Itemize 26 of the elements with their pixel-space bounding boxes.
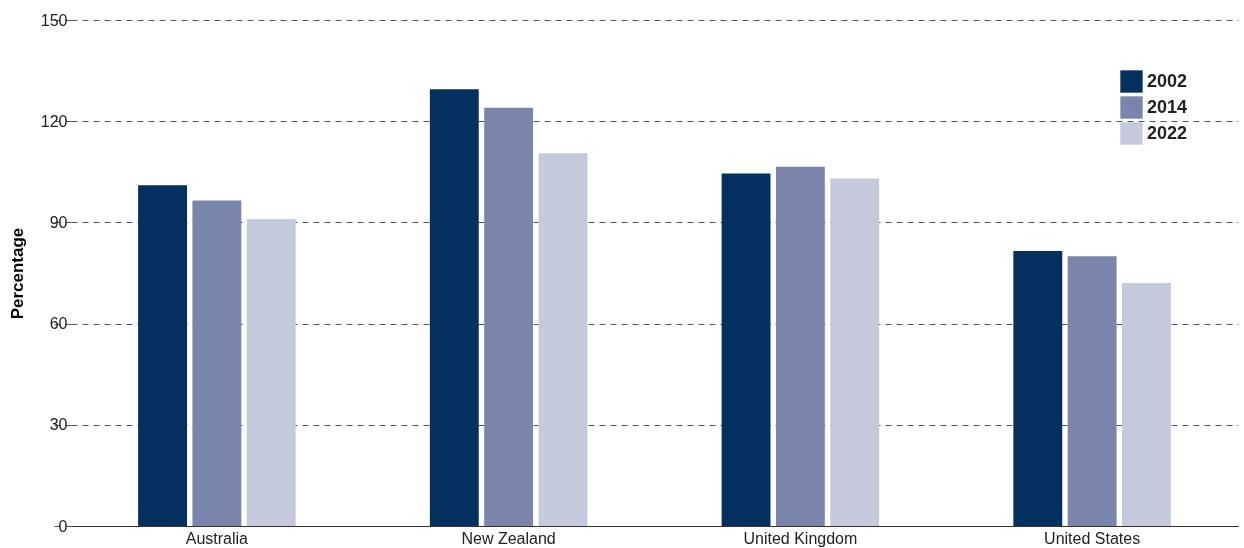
y-tick-label: 30 bbox=[49, 416, 68, 434]
bar bbox=[1122, 283, 1171, 526]
x-tick-label: United Kingdom bbox=[743, 529, 858, 547]
bar bbox=[138, 185, 187, 526]
y-tick-label: 90 bbox=[49, 213, 68, 231]
bar bbox=[1067, 256, 1117, 526]
bar bbox=[538, 153, 588, 526]
bar bbox=[429, 89, 479, 526]
bar bbox=[246, 219, 296, 526]
legend-label: 2002 bbox=[1147, 70, 1188, 91]
legend-label: 2022 bbox=[1147, 122, 1188, 143]
bar bbox=[192, 200, 242, 526]
bar bbox=[484, 107, 534, 526]
y-tick-label: 0 bbox=[58, 517, 68, 535]
x-tick-label: New Zealand bbox=[461, 529, 556, 547]
bar bbox=[775, 166, 825, 526]
legend-label: 2014 bbox=[1147, 96, 1188, 117]
x-tick-label: Australia bbox=[185, 529, 249, 547]
y-axis-title: Percentage bbox=[7, 227, 27, 320]
y-tick-label: 60 bbox=[49, 315, 68, 333]
y-tick-label: 150 bbox=[40, 11, 68, 29]
bar bbox=[721, 173, 771, 526]
x-tick-label: United States bbox=[1044, 529, 1141, 547]
y-tick-label: 120 bbox=[40, 112, 68, 130]
bar bbox=[830, 178, 880, 526]
bar bbox=[1013, 251, 1063, 526]
